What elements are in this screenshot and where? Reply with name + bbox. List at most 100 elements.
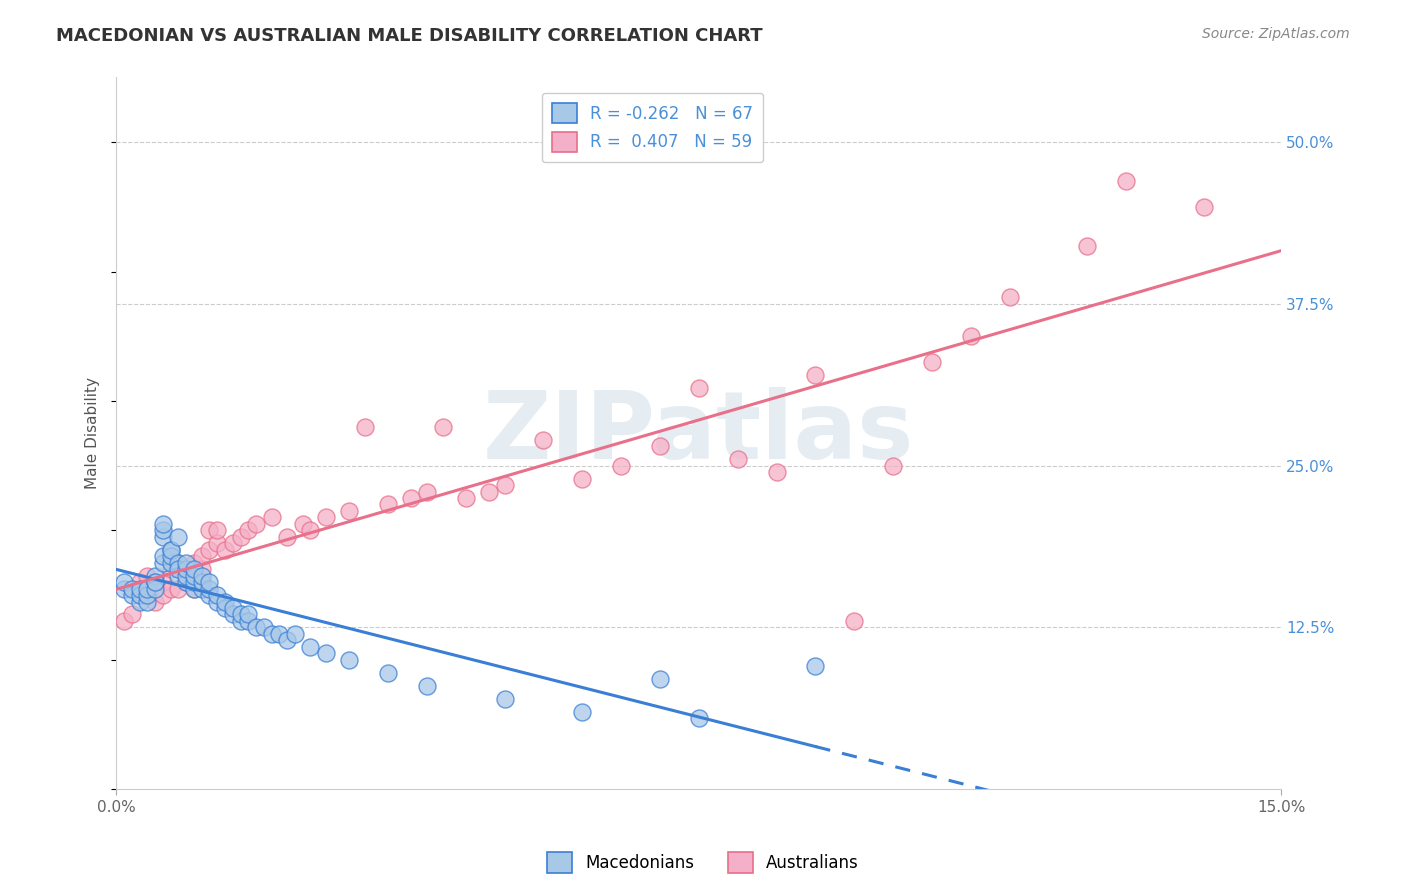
Point — [152, 516, 174, 531]
Point — [214, 542, 236, 557]
Point — [260, 510, 283, 524]
Point — [245, 620, 267, 634]
Point — [727, 452, 749, 467]
Point — [183, 562, 205, 576]
Point — [159, 549, 181, 564]
Point — [284, 627, 307, 641]
Point — [291, 516, 314, 531]
Point — [416, 679, 439, 693]
Point — [112, 575, 135, 590]
Point — [198, 524, 221, 538]
Point — [207, 536, 229, 550]
Point — [494, 478, 516, 492]
Point — [610, 458, 633, 473]
Point — [128, 588, 150, 602]
Point — [121, 588, 143, 602]
Point — [152, 530, 174, 544]
Point — [377, 498, 399, 512]
Point — [152, 556, 174, 570]
Point — [688, 381, 710, 395]
Point — [136, 594, 159, 608]
Point — [844, 614, 866, 628]
Point — [159, 542, 181, 557]
Point — [882, 458, 904, 473]
Point — [921, 355, 943, 369]
Point — [174, 568, 197, 582]
Point — [214, 594, 236, 608]
Point — [183, 582, 205, 596]
Point — [190, 562, 212, 576]
Text: Source: ZipAtlas.com: Source: ZipAtlas.com — [1202, 27, 1350, 41]
Point — [167, 556, 190, 570]
Point — [253, 620, 276, 634]
Point — [143, 575, 166, 590]
Point — [207, 588, 229, 602]
Point — [198, 582, 221, 596]
Point — [143, 568, 166, 582]
Y-axis label: Male Disability: Male Disability — [86, 377, 100, 490]
Point — [533, 433, 555, 447]
Point — [269, 627, 291, 641]
Point — [454, 491, 477, 505]
Point — [136, 582, 159, 596]
Point — [183, 575, 205, 590]
Point — [401, 491, 423, 505]
Point — [377, 665, 399, 680]
Point — [183, 582, 205, 596]
Point — [167, 568, 190, 582]
Point — [159, 562, 181, 576]
Point — [432, 419, 454, 434]
Point — [315, 510, 337, 524]
Point — [128, 594, 150, 608]
Text: ZIPatlas: ZIPatlas — [484, 387, 914, 479]
Point — [198, 575, 221, 590]
Point — [190, 549, 212, 564]
Point — [167, 530, 190, 544]
Text: MACEDONIAN VS AUSTRALIAN MALE DISABILITY CORRELATION CHART: MACEDONIAN VS AUSTRALIAN MALE DISABILITY… — [56, 27, 763, 45]
Point — [128, 575, 150, 590]
Legend: Macedonians, Australians: Macedonians, Australians — [540, 846, 866, 880]
Point — [238, 524, 260, 538]
Point — [416, 484, 439, 499]
Legend: R = -0.262   N = 67, R =  0.407   N = 59: R = -0.262 N = 67, R = 0.407 N = 59 — [541, 93, 763, 161]
Point — [222, 536, 245, 550]
Point — [315, 646, 337, 660]
Point — [276, 530, 298, 544]
Point — [245, 516, 267, 531]
Point — [159, 542, 181, 557]
Point — [804, 368, 827, 382]
Point — [648, 672, 671, 686]
Point — [159, 556, 181, 570]
Point — [174, 575, 197, 590]
Point — [238, 607, 260, 622]
Point — [183, 568, 205, 582]
Point — [207, 594, 229, 608]
Point — [190, 575, 212, 590]
Point — [207, 524, 229, 538]
Point — [152, 524, 174, 538]
Point — [174, 562, 197, 576]
Point — [143, 575, 166, 590]
Point — [136, 568, 159, 582]
Point — [276, 633, 298, 648]
Point — [229, 607, 252, 622]
Point — [353, 419, 375, 434]
Point — [143, 582, 166, 596]
Point — [571, 472, 593, 486]
Point — [190, 568, 212, 582]
Point — [128, 588, 150, 602]
Point — [136, 588, 159, 602]
Point — [190, 582, 212, 596]
Point — [222, 601, 245, 615]
Point — [128, 582, 150, 596]
Point — [478, 484, 501, 499]
Point — [143, 594, 166, 608]
Point — [229, 530, 252, 544]
Point — [260, 627, 283, 641]
Point — [198, 542, 221, 557]
Point — [121, 582, 143, 596]
Point — [222, 607, 245, 622]
Point — [167, 582, 190, 596]
Point — [998, 290, 1021, 304]
Point — [183, 556, 205, 570]
